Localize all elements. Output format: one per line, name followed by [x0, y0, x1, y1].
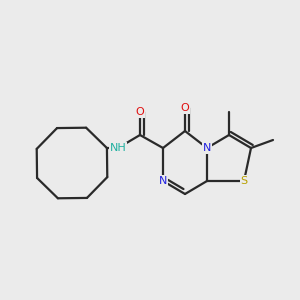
Text: O: O	[181, 103, 189, 113]
Text: S: S	[240, 176, 247, 186]
Text: N: N	[159, 176, 167, 186]
Text: O: O	[136, 107, 144, 117]
Text: NH: NH	[110, 143, 126, 153]
Text: N: N	[203, 143, 211, 153]
